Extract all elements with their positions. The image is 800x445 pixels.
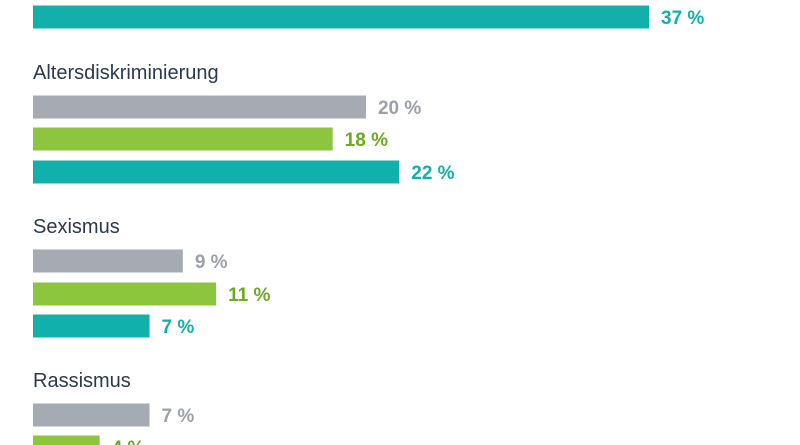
group-label-2: Sexismus: [33, 216, 120, 238]
value-label-0-teal: 37 %: [661, 8, 704, 29]
group-label-3: Rassismus: [33, 370, 131, 392]
value-label-3-green: 4 %: [112, 438, 145, 445]
value-label-3-grey: 7 %: [162, 406, 195, 427]
bar-0-teal: [33, 5, 649, 29]
value-label-2-teal: 7 %: [162, 317, 195, 338]
bar-2-grey: [33, 249, 183, 273]
bar-2-green: [33, 282, 217, 306]
bar-1-teal: [33, 160, 400, 184]
bar-3-grey: [33, 403, 150, 427]
value-label-2-green: 11 %: [228, 285, 270, 306]
bar-1-green: [33, 127, 333, 151]
value-label-2-grey: 9 %: [195, 252, 228, 273]
bar-1-grey: [33, 95, 366, 119]
value-label-1-teal: 22 %: [411, 163, 454, 184]
bar-2-teal: [33, 314, 150, 338]
value-label-1-green: 18 %: [345, 130, 388, 151]
group-label-1: Altersdiskriminierung: [33, 62, 219, 84]
value-label-1-grey: 20 %: [378, 98, 421, 119]
bar-3-green: [33, 435, 100, 445]
